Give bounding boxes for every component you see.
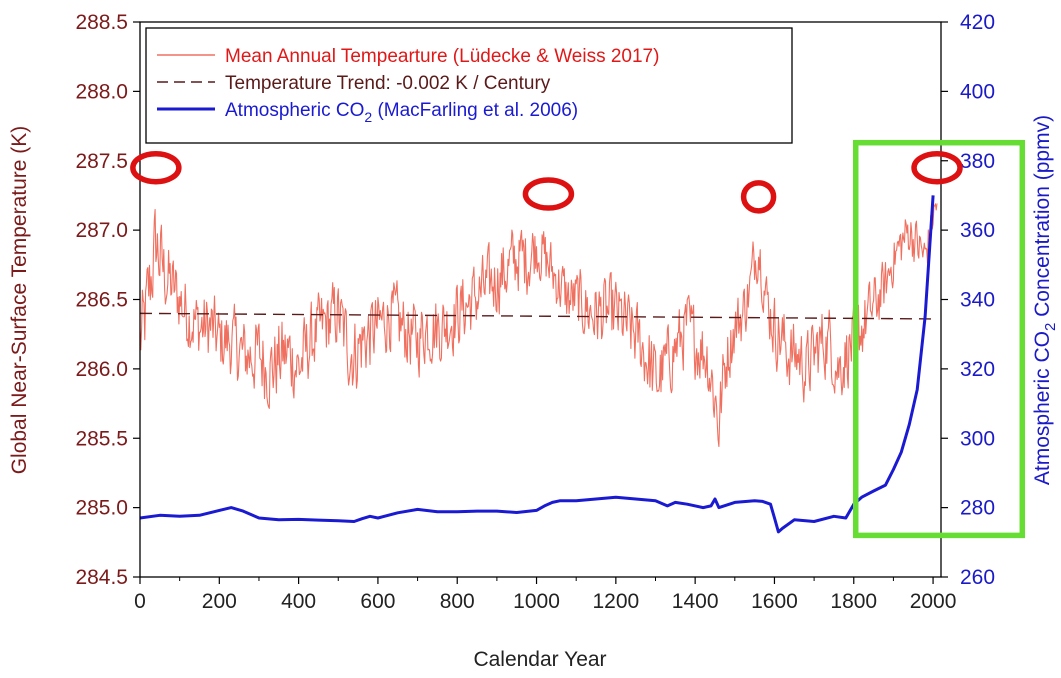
y-left-tick-label: 286.0 — [75, 358, 128, 381]
co2-series — [139, 195, 935, 534]
x-tick-label: 400 — [281, 590, 316, 613]
y-left-tick-label: 285.0 — [75, 497, 128, 520]
x-tick-label: 800 — [440, 590, 475, 613]
y-right-tick-label: 360 — [960, 219, 995, 242]
y-right-title-suffix: Concentration (ppmv) — [1031, 115, 1054, 323]
legend: Mean Annual Tempearture (Lüdecke & Weiss… — [145, 27, 793, 144]
y-right-tick-label: 260 — [960, 566, 995, 589]
y-left-tick-label: 287.0 — [75, 219, 128, 242]
axes: 0 200 400 600 800 1000 1200 1400 1600 1800 2000 284… — [75, 11, 995, 613]
temperature-line — [139, 203, 938, 448]
legend-co2-suffix: (MacFarling et al. 2006) — [372, 100, 578, 121]
x-tick-label: 1800 — [830, 590, 877, 613]
modern-era-highlight-box — [852, 139, 1026, 539]
y-right-title-sub: 2 — [1042, 323, 1059, 331]
y-right-title-prefix: Atmospheric CO — [1031, 331, 1054, 485]
y-right-axis-title: Atmospheric CO2 Concentration (ppmv) — [1031, 115, 1059, 485]
legend-box — [145, 27, 793, 144]
y-left-axis-title: Global Near-Surface Temperature (K) — [8, 126, 31, 475]
x-tick-label: 0 — [134, 590, 146, 613]
x-tick-label: 1400 — [672, 590, 719, 613]
temperature-series — [139, 203, 938, 448]
y-right-tick-label: 280 — [960, 497, 995, 520]
legend-label-co2: Atmospheric CO2 (MacFarling et al. 2006) — [225, 100, 578, 125]
legend-co2-prefix: Atmospheric CO — [225, 100, 364, 121]
x-tick-label: 1200 — [592, 590, 639, 613]
y-left-tick-label: 286.5 — [75, 289, 128, 312]
y-left-tick-label: 284.5 — [75, 566, 128, 589]
peak-highlight-circle — [130, 150, 182, 185]
annotations — [130, 139, 1026, 539]
y-right-tick-label: 400 — [960, 80, 995, 103]
y-left-tick-label: 288.0 — [75, 80, 128, 103]
x-tick-label: 200 — [202, 590, 237, 613]
legend-label-temperature: Mean Annual Tempearture (Lüdecke & Weiss… — [225, 46, 659, 67]
legend-co2-sub: 2 — [364, 109, 372, 125]
y-right-tick-label: 420 — [960, 11, 995, 34]
y-right-tick-label: 300 — [960, 427, 995, 450]
y-left-tick-label: 288.5 — [75, 11, 128, 34]
x-axis-title: Calendar Year — [473, 648, 606, 671]
peak-highlight-circle — [740, 180, 777, 214]
y-right-tick-label: 320 — [960, 358, 995, 381]
peak-highlight-circle — [522, 177, 575, 211]
y-left-tick-label: 285.5 — [75, 427, 128, 450]
y-left-tick-label: 287.5 — [75, 150, 128, 173]
x-tick-label: 1000 — [513, 590, 560, 613]
x-tick-label: 1600 — [751, 590, 798, 613]
peak-highlight-circle — [911, 150, 963, 185]
co2-line — [139, 195, 935, 534]
y-right-tick-label: 340 — [960, 289, 995, 312]
x-tick-label: 2000 — [910, 590, 957, 613]
x-tick-label: 600 — [360, 590, 395, 613]
y-right-tick-label: 380 — [960, 150, 995, 173]
legend-label-trend: Temperature Trend: -0.002 K / Century — [225, 73, 551, 94]
